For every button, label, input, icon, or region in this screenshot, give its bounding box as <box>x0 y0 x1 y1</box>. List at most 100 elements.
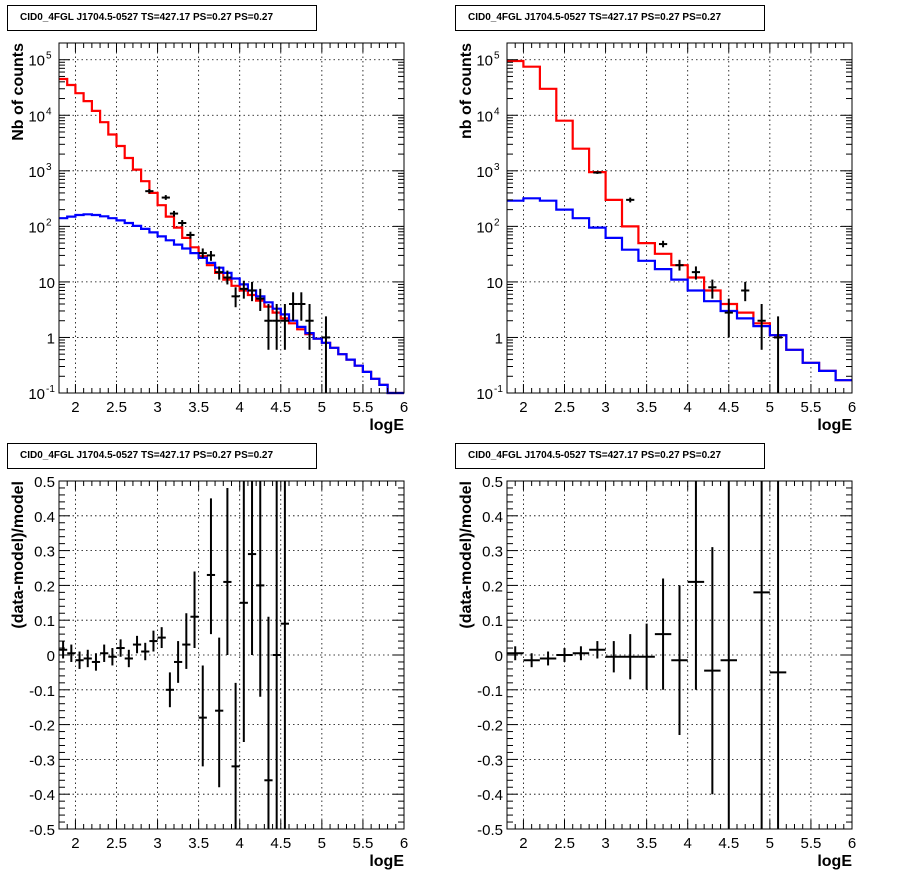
y-tick-label: 0.1 <box>34 613 55 630</box>
x-tick-label: 2.5 <box>554 399 575 416</box>
x-tick-label: 3.5 <box>188 835 209 852</box>
y-tick-label-exponent: 4 <box>46 106 52 117</box>
x-tick-label: 2 <box>71 835 79 852</box>
x-tick-label: 6 <box>848 399 856 416</box>
x-tick-label: 4 <box>236 399 244 416</box>
x-tick-label: 6 <box>400 399 408 416</box>
y-tick-label: 10 <box>476 219 493 236</box>
y-tick-label: -0.5 <box>477 822 503 839</box>
data-point <box>654 578 672 690</box>
y-tick-label: 10 <box>28 53 45 70</box>
data-point <box>161 195 170 200</box>
data-point <box>83 649 92 668</box>
x-tick-label: 4 <box>236 835 244 852</box>
title-panel-2: CID0_4FGL J1704.5-0527 TS=427.17 PS=0.27… <box>455 5 765 31</box>
y-tick-label: 0.1 <box>482 613 503 630</box>
data-point <box>190 571 199 649</box>
y-tick-label-exponent: 3 <box>46 162 52 173</box>
data-point <box>165 672 174 708</box>
y-tick-label: -0.1 <box>477 683 503 700</box>
data-point <box>539 651 557 666</box>
data-point <box>182 613 191 669</box>
plot-panel-4: 2 2.5 3 3.5 4 4.5 5 5.5 6 -0.5 -0.4 -0.3 -0.2 -0.1 0 0.… <box>458 474 856 870</box>
y-tick-label: -0.5 <box>29 822 55 839</box>
y-axis-label: (data-model)/model <box>458 481 475 629</box>
data-point <box>157 627 166 649</box>
data-point <box>556 648 573 662</box>
data-point <box>247 281 257 302</box>
y-axis-label: Nb of counts <box>10 43 27 141</box>
y-tick-label: 10 <box>28 386 45 403</box>
y-tick-label-exponent: 3 <box>494 162 500 173</box>
data-point <box>687 481 705 690</box>
x-tick-label: 2 <box>71 399 79 416</box>
x-tick-label: 5.5 <box>800 399 821 416</box>
data-point <box>231 682 240 829</box>
data-point <box>256 288 265 311</box>
x-tick-label: 4.5 <box>718 835 739 852</box>
data-point <box>215 266 224 280</box>
x-axis-label: logE <box>369 417 404 434</box>
data-point <box>589 641 606 659</box>
data-point <box>91 653 101 671</box>
x-tick-label: 3 <box>153 835 161 852</box>
title-panel-3: CID0_4FGL J1704.5-0527 TS=427.17 PS=0.27… <box>7 443 317 469</box>
plot-frame <box>506 42 853 394</box>
data-point <box>239 280 248 299</box>
data-point <box>116 639 125 657</box>
data-point <box>264 304 273 350</box>
x-tick-label: 6 <box>400 835 408 852</box>
data-point <box>321 316 331 393</box>
y-tick-label: -0.2 <box>477 718 503 735</box>
data-point <box>572 646 590 661</box>
data-point <box>605 641 622 673</box>
series-line-red <box>59 77 404 395</box>
data-point <box>741 281 750 302</box>
y-tick-label: 10 <box>28 108 45 125</box>
data-point <box>256 481 265 697</box>
y-tick-label: 10 <box>476 164 493 181</box>
data-point <box>724 298 733 338</box>
data-point <box>206 498 216 635</box>
x-tick-label: 3.5 <box>188 399 209 416</box>
data-point <box>638 623 655 690</box>
data-point <box>206 251 216 261</box>
x-tick-label: 4 <box>684 399 692 416</box>
y-tick-label: 0.5 <box>482 474 503 491</box>
y-tick-label-exponent: 2 <box>46 217 52 228</box>
data-point <box>132 635 142 654</box>
x-tick-label: 5.5 <box>800 835 821 852</box>
data-point <box>280 481 289 829</box>
series-line-blue <box>507 197 852 382</box>
data-point <box>247 481 257 655</box>
y-tick-label: 10 <box>28 164 45 181</box>
data-point <box>67 644 76 662</box>
data-point <box>186 231 195 239</box>
y-tick-label: 1 <box>47 330 55 347</box>
y-tick-label-exponent: 5 <box>494 51 500 62</box>
data-point <box>198 248 207 258</box>
data-point <box>507 646 524 661</box>
data-point <box>59 641 68 659</box>
data-point <box>671 585 688 736</box>
data-point <box>223 487 232 655</box>
data-point <box>280 304 289 350</box>
data-point <box>753 481 770 829</box>
x-tick-label: 4.5 <box>270 399 291 416</box>
data-point <box>773 316 783 393</box>
y-tick-label: 0.4 <box>482 509 503 526</box>
y-tick-label: -0.3 <box>477 752 503 769</box>
data-point <box>215 637 224 788</box>
data-point <box>174 641 183 683</box>
data-point <box>178 220 187 227</box>
y-tick-label: 0 <box>47 648 55 665</box>
data-point <box>141 642 150 661</box>
series-line-blue <box>59 213 404 395</box>
y-tick-label: 10 <box>476 53 493 70</box>
y-tick-label: 0.4 <box>34 509 55 526</box>
plot-panel-3: 2 2.5 3 3.5 4 4.5 5 5.5 6 -0.5 -0.4 -0.3 -0.2 -0.1 0 0.… <box>10 474 408 870</box>
y-tick-label: 10 <box>38 275 55 292</box>
x-tick-label: 3 <box>601 835 609 852</box>
y-tick-label: 10 <box>476 386 493 403</box>
